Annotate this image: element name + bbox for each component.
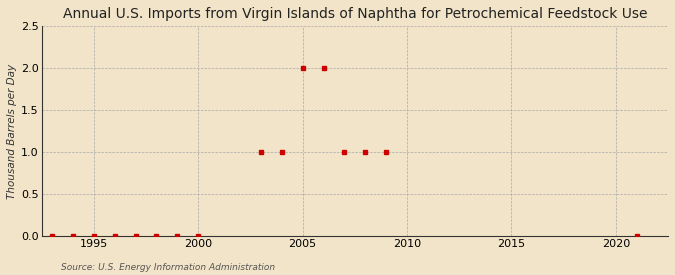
Y-axis label: Thousand Barrels per Day: Thousand Barrels per Day (7, 64, 17, 199)
Text: Source: U.S. Energy Information Administration: Source: U.S. Energy Information Administ… (61, 263, 275, 272)
Title: Annual U.S. Imports from Virgin Islands of Naphtha for Petrochemical Feedstock U: Annual U.S. Imports from Virgin Islands … (63, 7, 647, 21)
